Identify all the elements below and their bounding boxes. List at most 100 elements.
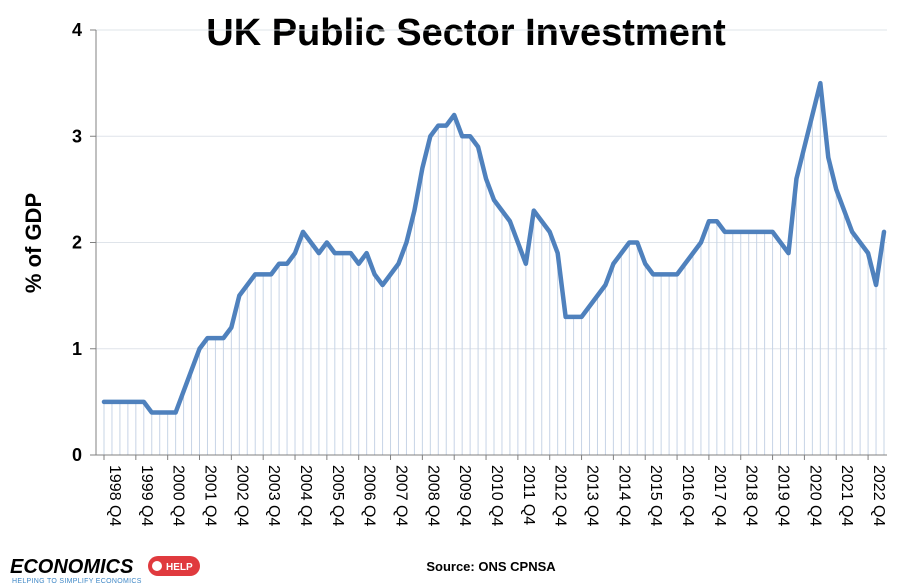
data-point xyxy=(699,240,703,245)
data-point xyxy=(611,262,615,266)
data-point xyxy=(866,251,870,255)
y-tick-labels: 0 1 2 3 4 xyxy=(72,20,82,465)
x-tick-label: 2013 Q4 xyxy=(584,465,601,526)
data-point xyxy=(635,240,639,245)
data-point xyxy=(810,113,814,117)
data-point xyxy=(373,272,377,276)
data-point xyxy=(619,251,623,255)
data-point xyxy=(388,272,393,276)
data-point xyxy=(603,283,608,287)
x-tick-label: 2007 Q4 xyxy=(393,465,410,526)
x-tick-label: 1998 Q4 xyxy=(106,465,123,526)
data-point xyxy=(444,124,448,128)
data-point xyxy=(261,272,265,276)
data-point xyxy=(556,251,560,255)
data-point xyxy=(747,230,751,234)
data-point xyxy=(707,219,711,223)
data-point xyxy=(301,230,305,234)
x-tick-label: 2005 Q4 xyxy=(329,465,346,526)
logo-tagline: HELPING TO SIMPLIFY ECONOMICS xyxy=(12,578,142,585)
chart-title: UK Public Sector Investment xyxy=(206,12,726,54)
data-point xyxy=(643,262,647,266)
data-point xyxy=(436,124,440,128)
data-point xyxy=(858,240,862,245)
x-tick-label: 2004 Q4 xyxy=(297,465,314,526)
data-point xyxy=(420,166,424,170)
data-point xyxy=(579,315,584,319)
logo-badge xyxy=(148,556,200,576)
data-point xyxy=(564,315,568,319)
data-point xyxy=(452,113,456,117)
data-point xyxy=(755,230,759,234)
data-point xyxy=(412,209,417,213)
data-point xyxy=(763,230,767,234)
y-tick-label: 1 xyxy=(72,339,82,359)
x-tick-label: 2018 Q4 xyxy=(743,465,760,526)
data-point xyxy=(826,155,830,160)
x-tick-label: 2008 Q4 xyxy=(424,465,441,526)
data-point xyxy=(277,262,281,266)
data-point xyxy=(882,230,886,234)
data-point xyxy=(778,240,783,245)
data-point xyxy=(675,272,679,276)
data-point xyxy=(102,400,106,404)
data-point xyxy=(834,187,838,191)
data-point xyxy=(770,230,775,234)
data-point xyxy=(396,262,401,266)
source-note: Source: ONS CPNSA xyxy=(426,559,556,574)
x-tick-label: 2017 Q4 xyxy=(711,465,728,526)
data-point xyxy=(786,251,791,255)
data-point xyxy=(174,410,178,415)
gridlines xyxy=(96,29,887,350)
data-point xyxy=(181,389,186,393)
x-tick-label: 1999 Q4 xyxy=(138,465,155,526)
data-point xyxy=(380,283,385,287)
logo-dot-icon xyxy=(152,561,162,571)
x-tick-label: 2012 Q4 xyxy=(552,465,569,526)
logo-word: ECONOMICS xyxy=(10,556,134,578)
data-point xyxy=(691,251,695,255)
data-point xyxy=(221,336,225,340)
data-point xyxy=(500,209,504,213)
data-point xyxy=(651,272,655,276)
data-point xyxy=(524,262,528,266)
data-point xyxy=(667,272,671,276)
data-point xyxy=(794,177,799,181)
data-point xyxy=(492,198,496,202)
data-point xyxy=(548,230,552,234)
data-point xyxy=(627,240,631,245)
drop-lines xyxy=(103,83,885,455)
data-point xyxy=(110,400,114,404)
data-point xyxy=(205,336,210,340)
data-point xyxy=(595,294,600,298)
x-tick-label: 2020 Q4 xyxy=(806,465,823,526)
data-point xyxy=(269,272,273,276)
data-point xyxy=(365,251,369,255)
data-point xyxy=(468,134,472,138)
data-point xyxy=(460,134,464,138)
data-point xyxy=(245,283,249,287)
data-point xyxy=(229,325,233,330)
data-point xyxy=(850,230,854,234)
x-tick-label: 2000 Q4 xyxy=(170,465,187,526)
data-point xyxy=(842,209,846,213)
data-point xyxy=(532,209,536,213)
data-point xyxy=(476,145,480,149)
data-point xyxy=(325,240,329,245)
data-point xyxy=(508,219,512,223)
y-tick-label: 4 xyxy=(72,20,82,40)
data-point xyxy=(357,262,361,266)
data-point xyxy=(349,251,353,255)
data-point xyxy=(802,145,807,149)
data-point xyxy=(158,410,162,415)
data-point xyxy=(309,240,313,245)
data-point xyxy=(150,410,154,415)
data-point xyxy=(285,262,289,266)
data-point xyxy=(683,262,687,266)
x-tick-labels: 1998 Q4 1999 Q4 2000 Q4 2001 Q4 2002 Q4 2003 … xyxy=(106,465,887,526)
data-point xyxy=(333,251,337,255)
x-tick-label: 2022 Q4 xyxy=(870,465,887,526)
data-point xyxy=(213,336,218,340)
x-tick-label: 2021 Q4 xyxy=(838,465,855,526)
data-point xyxy=(118,400,122,404)
